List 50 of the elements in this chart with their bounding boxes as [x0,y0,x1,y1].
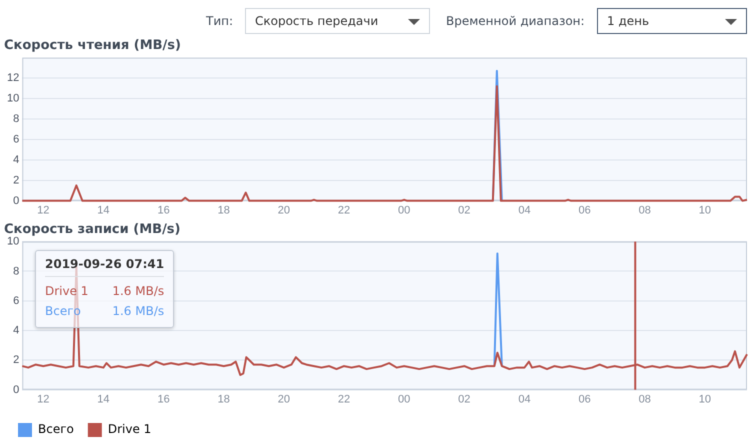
x-tick-label: 16 [157,204,170,216]
y-tick-label: 0 [13,384,20,396]
y-tick-label: 10 [6,236,20,248]
x-tick-label: 12 [37,393,50,406]
x-tick-label: 00 [398,393,410,406]
dropdown: 1 день [597,8,747,34]
x-tick-label: 10 [698,204,712,216]
annotation: Drive 1 [45,283,88,300]
annotation: 1.6 MB/s [112,283,164,300]
legend-label: Drive 1 [108,422,152,436]
x-tick-label: 22 [338,204,350,216]
x-tick-label: 08 [638,393,651,406]
y-tick-label: 8 [13,265,20,278]
x-tick-label: 00 [398,204,410,216]
y-tick-label: 12 [6,72,20,84]
x-tick-label: 14 [97,393,110,406]
chart-title: Скорость записи (MB/s) [4,222,180,238]
annotation: 2019-09-26 07:41 [45,257,164,277]
x-tick-label: 20 [278,204,290,216]
x-tick-label: 18 [218,393,230,406]
x-tick-label: 08 [638,204,651,216]
x-tick-label: 04 [518,204,531,216]
y-tick-label: 6 [13,133,20,146]
y-tick-label: 2 [13,174,20,186]
x-tick-label: 06 [578,393,591,406]
y-tick-label: 6 [13,294,20,307]
x-tick-label: 18 [218,204,230,216]
x-tick-label: 06 [578,204,591,216]
legend-label: Всего [38,422,74,436]
x-tick-label: 16 [157,393,170,406]
y-tick-label: 10 [6,92,20,105]
y-tick-label: 4 [13,154,20,166]
y-tick-label: 2 [13,354,20,366]
annotation: 1.6 MB/s [112,303,164,320]
dropdown: Скорость передачи [245,8,430,34]
x-tick-label: 14 [97,204,110,216]
x-tick-label: 22 [338,393,350,406]
text: Временной диапазон: [446,14,585,28]
y-tick-label: 4 [13,324,20,337]
x-tick-label: 10 [698,393,712,406]
text: Тип: [206,14,234,28]
x-tick-label: 20 [278,393,290,406]
annotation: Всего [45,303,81,320]
x-tick-label: 12 [37,204,50,216]
x-tick-label: 02 [458,204,470,216]
y-tick-label: 0 [13,194,20,207]
x-tick-label: 02 [458,393,470,406]
y-tick-label: 8 [13,113,20,126]
x-tick-label: 04 [518,393,531,406]
chart-title: Скорость чтения (MB/s) [4,38,181,54]
